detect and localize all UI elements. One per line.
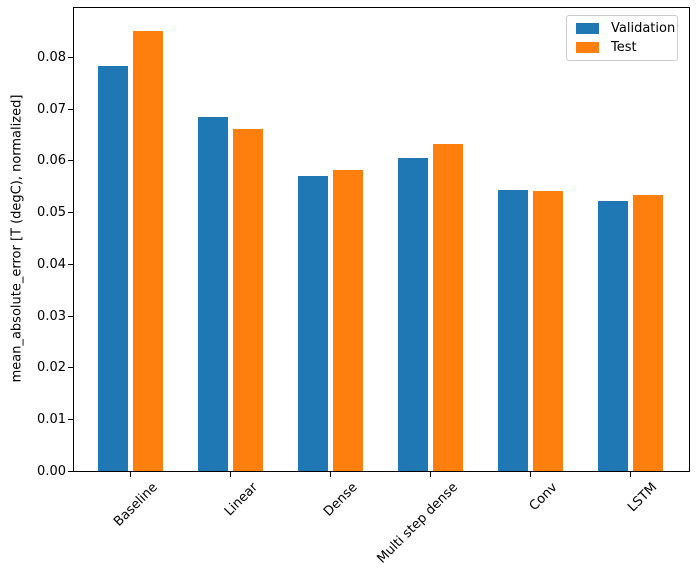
x-tick-label-baseline: Baseline (111, 480, 161, 530)
bar-test-linear (232, 129, 263, 471)
x-tick-mark-linear (230, 472, 231, 477)
y-tick-label-0.04: 0.04 (37, 256, 66, 272)
legend-label-test: Test (611, 39, 637, 55)
x-tick-label-multi-step-dense: Multi step dense (374, 480, 461, 567)
y-tick-mark-0.07 (68, 108, 73, 110)
bar-validation-lstm (597, 200, 628, 471)
bar-validation-dense (297, 175, 328, 471)
legend-label-validation: Validation (611, 21, 676, 37)
legend-swatch-test (576, 41, 599, 53)
y-tick-mark-0.08 (68, 56, 73, 58)
y-axis-label: mean_absolute_error [T (degC), normalize… (9, 94, 25, 383)
y-tick-label-0.00: 0.00 (37, 464, 66, 479)
bar-validation-linear (197, 117, 228, 471)
x-tick-mark-conv (530, 472, 531, 477)
y-tick-mark-0.04 (68, 263, 73, 265)
bar-test-multi-step-dense (432, 144, 463, 471)
y-tick-mark-0.02 (68, 367, 73, 369)
y-tick-mark-0.00 (68, 471, 73, 472)
y-tick-label-0.05: 0.05 (37, 205, 66, 221)
bar-test-lstm (632, 195, 663, 471)
bar-test-dense (332, 169, 363, 471)
y-tick-mark-0.03 (68, 315, 73, 317)
bar-validation-conv (497, 190, 528, 471)
y-tick-label-0.07: 0.07 (37, 101, 66, 117)
bar-validation-baseline (97, 66, 128, 471)
plot-area (73, 7, 690, 472)
bar-test-baseline (132, 31, 163, 471)
x-tick-mark-multi-step-dense (430, 472, 431, 477)
x-tick-label-conv: Conv (526, 480, 561, 514)
y-tick-label-0.06: 0.06 (37, 153, 66, 169)
legend: Validation Test (566, 15, 678, 61)
legend-swatch-validation (576, 23, 599, 35)
x-tick-label-dense: Dense (320, 480, 361, 520)
y-tick-mark-0.01 (68, 419, 73, 421)
y-tick-mark-0.06 (68, 160, 73, 162)
y-tick-mark-0.05 (68, 212, 73, 214)
legend-item-test: Test (576, 40, 677, 55)
x-tick-mark-baseline (130, 472, 131, 477)
bar-validation-multi-step-dense (397, 158, 428, 471)
y-tick-label-0.03: 0.03 (37, 308, 66, 324)
y-tick-label-0.08: 0.08 (37, 49, 66, 65)
x-tick-label-lstm: LSTM (625, 480, 661, 516)
y-tick-label-0.02: 0.02 (37, 360, 66, 376)
x-tick-label-linear: Linear (221, 480, 261, 520)
legend-item-validation: Validation (576, 21, 677, 36)
y-tick-label-0.01: 0.01 (37, 412, 66, 428)
x-tick-mark-lstm (630, 472, 631, 477)
bar-test-conv (532, 191, 563, 471)
x-tick-mark-dense (330, 472, 331, 477)
